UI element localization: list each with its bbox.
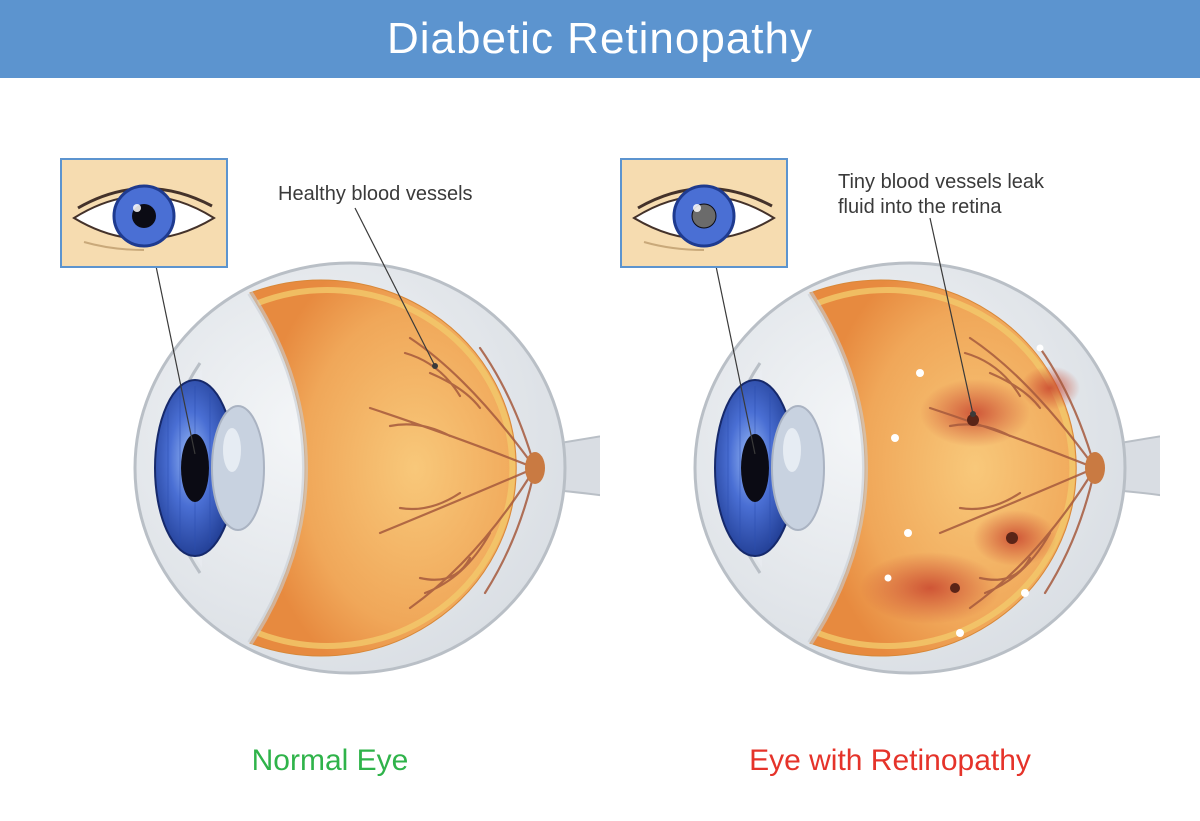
- thumbnail-retinopathy-eye: [620, 158, 788, 268]
- panel-retinopathy-eye: Tiny blood vessels leak fluid into the r…: [620, 138, 1160, 778]
- annotation-healthy-vessels: Healthy blood vessels: [278, 182, 473, 207]
- header-bar: Diabetic Retinopathy: [0, 0, 1200, 78]
- page-title: Diabetic Retinopathy: [387, 14, 813, 64]
- panel-normal-eye: Healthy blood vessels Normal Eye: [60, 138, 600, 778]
- caption-retinopathy: Eye with Retinopathy: [620, 744, 1160, 778]
- annotation-leaking-vessels: Tiny blood vessels leak fluid into the r…: [838, 170, 1068, 220]
- caption-normal: Normal Eye: [60, 744, 600, 778]
- thumbnail-eye-icon: [622, 160, 786, 266]
- thumbnail-eye-icon: [62, 160, 226, 266]
- content-area: Healthy blood vessels Normal Eye: [0, 78, 1200, 821]
- thumbnail-normal-eye: [60, 158, 228, 268]
